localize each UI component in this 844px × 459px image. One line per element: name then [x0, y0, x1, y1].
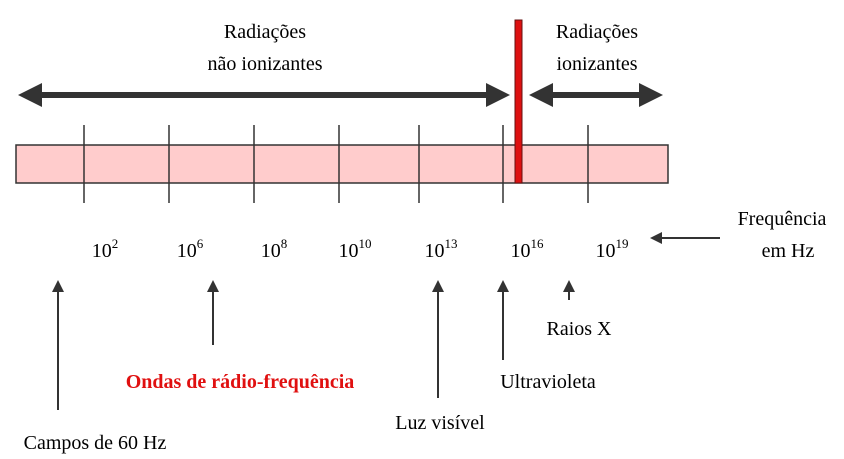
- source-label: Campos de 60 Hz: [24, 432, 167, 454]
- header-text: não ionizantes: [208, 53, 323, 75]
- frequency-exponent: 19: [616, 236, 629, 251]
- spectrum-bar: [15, 144, 669, 184]
- frequency-base: 10: [261, 240, 281, 262]
- frequency-exponent: 2: [112, 236, 119, 251]
- header-text: Radiações: [556, 21, 638, 43]
- frequency-exponent: 16: [531, 236, 545, 251]
- frequency-base: 10: [511, 240, 531, 262]
- frequency-exponent: 8: [281, 236, 288, 251]
- header-text: ionizantes: [556, 53, 637, 75]
- frequency-label: 1016: [511, 236, 545, 262]
- source-label: Ultravioleta: [500, 371, 596, 393]
- frequency-label: 1019: [596, 236, 629, 262]
- axis-label: em Hz: [762, 240, 815, 262]
- frequency-label: 1010: [339, 236, 372, 262]
- frequency-exponent: 13: [445, 236, 458, 251]
- header-text: Radiações: [224, 21, 306, 43]
- frequency-base: 10: [92, 240, 112, 262]
- frequency-labels: 102 106 108 1010 1013 1016 1019: [92, 236, 629, 262]
- frequency-base: 10: [425, 240, 445, 262]
- frequency-label: 102: [92, 236, 119, 262]
- source-label: Raios X: [547, 318, 613, 340]
- frequency-base: 10: [339, 240, 359, 262]
- frequency-label: 108: [261, 236, 288, 262]
- frequency-base: 10: [177, 240, 197, 262]
- source-label: Ondas de rádio-frequência: [126, 371, 355, 393]
- axis-label: Frequência: [738, 208, 827, 230]
- frequency-base: 10: [596, 240, 616, 262]
- source-label: Luz visível: [395, 412, 485, 434]
- frequency-label: 106: [177, 236, 204, 262]
- ionization-threshold: [514, 19, 523, 184]
- frequency-exponent: 6: [197, 236, 204, 251]
- up-arrows: [52, 280, 575, 410]
- ticks: [83, 125, 589, 203]
- frequency-exponent: 10: [359, 236, 372, 251]
- frequency-label: 1013: [425, 236, 458, 262]
